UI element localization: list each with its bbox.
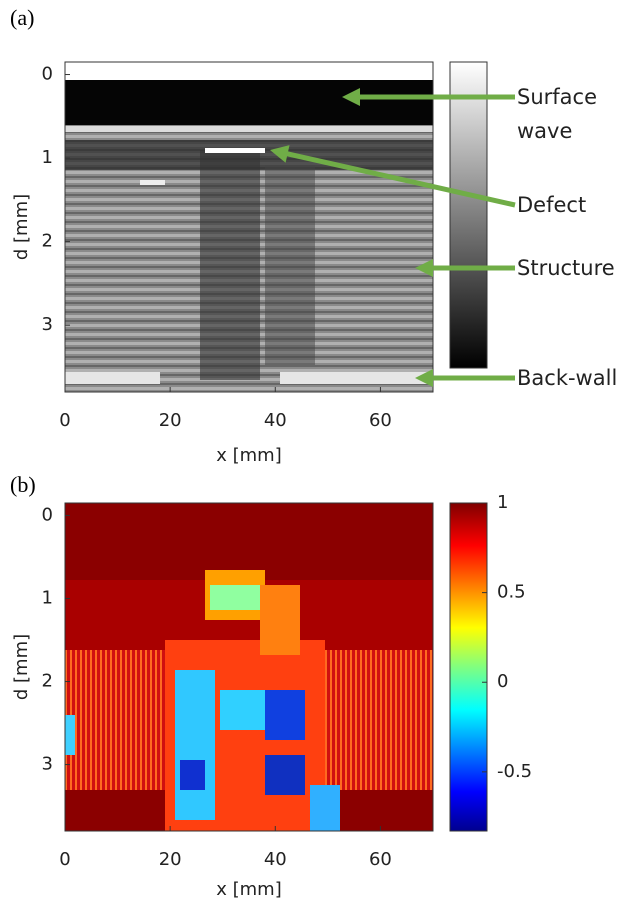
y-axis-label: d [mm]: [11, 194, 32, 260]
x-tick-label: 20: [159, 410, 182, 431]
y-tick-label: 3: [42, 314, 53, 335]
annotation: Surface wave: [517, 85, 598, 143]
annotation-arrowhead: [270, 145, 290, 163]
annotation: Defect: [517, 193, 587, 217]
colorbar-tick-label: -0.5: [497, 761, 532, 782]
y-tick-label: 3: [42, 754, 53, 775]
colorbar-tick-label: 1: [497, 492, 508, 513]
y-tick-label: 0: [42, 64, 53, 85]
image-b: [65, 503, 433, 831]
y-tick-label: 1: [42, 587, 53, 608]
x-axis-label: x [mm]: [216, 879, 282, 900]
image-a: [65, 62, 433, 392]
annotation: Structure: [517, 256, 615, 280]
x-tick-label: 0: [59, 849, 70, 870]
annotation: Back-wall: [517, 366, 618, 390]
colorbar: [449, 61, 488, 369]
y-tick-label: 2: [42, 231, 53, 252]
y-tick-label: 1: [42, 147, 53, 168]
x-tick-label: 20: [159, 849, 182, 870]
x-tick-label: 40: [264, 410, 287, 431]
annotation-arrowhead: [415, 259, 433, 277]
x-axis-label: x [mm]: [216, 445, 282, 466]
x-tick-label: 60: [369, 410, 392, 431]
annotation-arrow: [283, 150, 516, 208]
panel-label: (a): [10, 5, 34, 30]
colorbar: [449, 502, 488, 832]
colorbar-tick-label: 0.5: [497, 582, 526, 603]
x-tick-label: 60: [369, 849, 392, 870]
y-axis-label: d [mm]: [11, 634, 32, 700]
y-tick-label: 0: [42, 504, 53, 525]
plot-frame: [64, 61, 434, 393]
colorbar-tick-label: 0: [497, 671, 508, 692]
x-tick-label: 0: [59, 410, 70, 431]
x-tick-label: 40: [264, 849, 287, 870]
y-tick-label: 2: [42, 671, 53, 692]
annotation-arrowhead: [415, 369, 433, 387]
annotation-arrowhead: [342, 88, 360, 106]
plot-frame: [64, 502, 434, 832]
panel-label: (b): [10, 472, 36, 497]
